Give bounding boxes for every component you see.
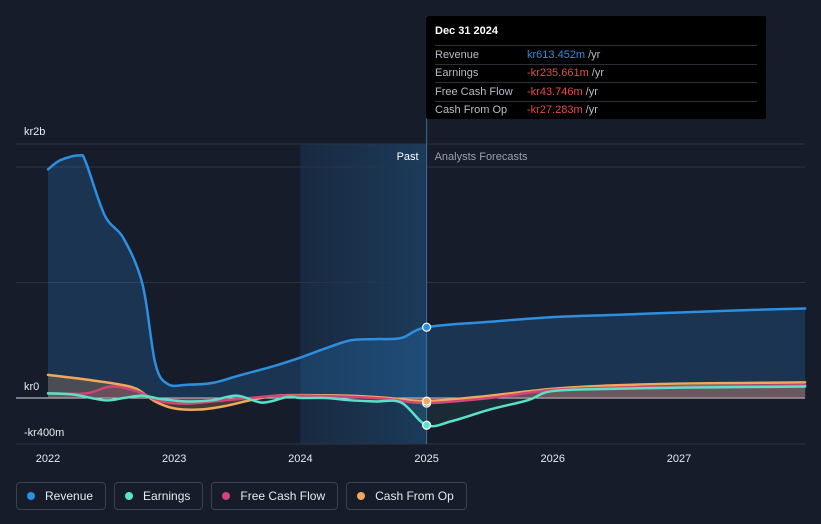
legend-item-free-cash-flow[interactable]: Free Cash Flow	[211, 482, 339, 510]
tooltip-value: -kr27.283m	[527, 104, 583, 117]
tooltip-date: Dec 31 2024	[435, 25, 498, 37]
cash-from-op-marker	[422, 396, 432, 406]
legend-dot-icon	[357, 492, 366, 500]
legend-dot-icon	[27, 492, 35, 500]
legend-dot-icon	[222, 492, 231, 500]
tooltip-unit: /yr	[591, 67, 604, 80]
legend-item-earnings[interactable]: Earnings	[114, 482, 204, 510]
revenue-area	[48, 155, 806, 398]
legend-label: Cash From Op	[375, 489, 454, 503]
tooltip-row: Free Cash Flow -kr43.746m/yr	[435, 82, 757, 101]
tooltip-value: -kr43.746m	[527, 85, 583, 98]
data-tooltip: Dec 31 2024 Revenue kr613.452m/yr Earnings…	[426, 16, 766, 119]
past-label: Past	[397, 151, 419, 163]
tooltip-label: Revenue	[435, 48, 480, 61]
tooltip-value: -kr235.661m	[527, 67, 589, 80]
x-tick-label: 2022	[36, 453, 60, 465]
legend-item-revenue[interactable]: Revenue	[16, 482, 107, 510]
legend-label: Free Cash Flow	[240, 489, 326, 503]
y-tick-label: -kr400m	[24, 427, 64, 439]
tooltip-label: Earnings	[435, 67, 479, 80]
x-tick-label: 2023	[162, 453, 186, 465]
legend-item-cash-from-op[interactable]: Cash From Op	[346, 482, 467, 510]
tooltip-unit: /yr	[585, 85, 598, 98]
x-tick-label: 2025	[414, 453, 438, 465]
cash-from-op-area	[48, 374, 806, 410]
y-tick-label: kr0	[24, 381, 39, 393]
forecast-label: Analysts Forecasts	[435, 151, 528, 163]
y-tick-label: kr2b	[24, 126, 45, 138]
tooltip-label: Cash From Op	[435, 104, 508, 117]
tooltip-row: Earnings -kr235.661m/yr	[435, 63, 757, 83]
tooltip-unit: /yr	[588, 48, 601, 61]
earnings-line	[46, 385, 807, 428]
chart-legend: Revenue Earnings Free Cash Flow Cash From O…	[16, 482, 467, 510]
tooltip-label: Free Cash Flow	[435, 85, 513, 98]
legend-dot-icon	[125, 492, 134, 500]
tooltip-value: kr613.452m	[527, 48, 586, 61]
x-tick-label: 2027	[667, 453, 691, 465]
tooltip-unit: /yr	[585, 104, 598, 117]
legend-label: Earnings	[143, 489, 191, 503]
legend-label: Revenue	[45, 489, 94, 503]
earnings-marker	[422, 420, 432, 430]
tooltip-row: Revenue kr613.452m/yr	[435, 45, 757, 64]
revenue-marker	[422, 322, 432, 332]
x-tick-label: 2024	[288, 453, 312, 465]
tooltip-row: Cash From Op -kr27.283m/yr	[435, 100, 757, 120]
revenue-line	[46, 153, 807, 388]
x-tick-label: 2026	[541, 453, 565, 465]
